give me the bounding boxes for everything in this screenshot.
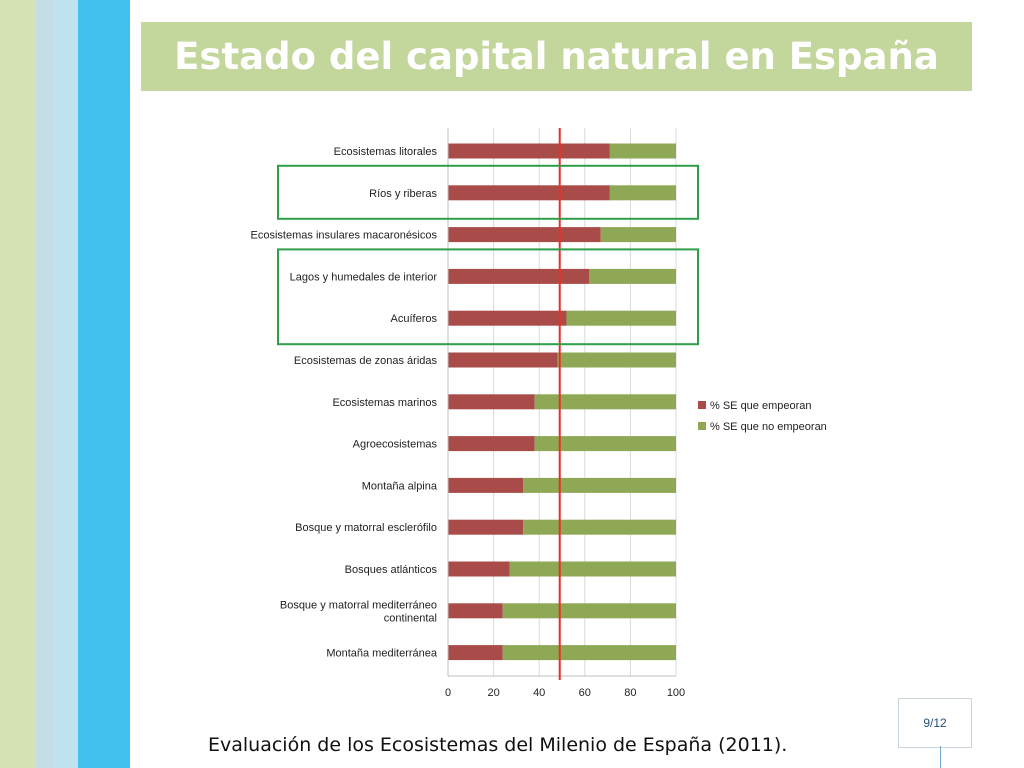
category-label-11: Bosque y matorral mediterráneo continenta… <box>280 599 437 624</box>
bar-no-empeoran-12 <box>502 645 676 661</box>
bar-empeoran-0 <box>448 143 610 159</box>
category-label-line: Montaña mediterránea <box>326 648 438 660</box>
bar-no-empeoran-1 <box>609 185 676 201</box>
category-label-line: Ecosistemas marinos <box>332 397 437 409</box>
category-label-9: Bosque y matorral esclerófilo <box>295 522 437 534</box>
x-tick-label-2: 40 <box>533 687 545 699</box>
source-caption: Evaluación de los Ecosistemas del Mileni… <box>208 734 788 756</box>
category-label-line: Bosque y matorral esclerófilo <box>295 522 437 534</box>
category-label-line: Agroecosistemas <box>353 439 438 451</box>
category-label-line: continental <box>384 612 437 624</box>
bar-no-empeoran-8 <box>523 477 676 493</box>
category-label-line: Bosque y matorral mediterráneo <box>280 599 437 611</box>
bar-empeoran-6 <box>448 394 535 410</box>
page-number-box: 9/12 <box>898 698 972 748</box>
bar-no-empeoran-5 <box>557 352 676 368</box>
x-tick-label-1: 20 <box>487 687 499 699</box>
bar-empeoran-11 <box>448 603 503 619</box>
bar-no-empeoran-2 <box>600 227 676 243</box>
category-label-line: Bosques atlánticos <box>345 564 438 576</box>
bar-empeoran-1 <box>448 185 610 201</box>
category-label-line: Ríos y riberas <box>369 188 437 200</box>
category-label-line: Acuíferos <box>391 313 438 325</box>
decor-stripe-2 <box>36 0 54 768</box>
bar-empeoran-8 <box>448 477 524 493</box>
title-bar: Estado del capital natural en España <box>141 22 972 91</box>
x-tick-label-0: 0 <box>445 687 451 699</box>
bar-empeoran-2 <box>448 227 601 243</box>
bar-no-empeoran-0 <box>609 143 676 159</box>
category-label-3: Lagos y humedales de interior <box>290 271 438 283</box>
legend-label-0: % SE que empeoran <box>710 400 812 412</box>
page-title: Estado del capital natural en España <box>174 35 939 78</box>
x-tick-label-3: 60 <box>579 687 591 699</box>
bar-no-empeoran-11 <box>502 603 676 619</box>
bar-empeoran-3 <box>448 268 590 284</box>
category-label-2: Ecosistemas insulares macaronésicos <box>251 230 438 242</box>
category-label-line: Ecosistemas litorales <box>334 146 438 158</box>
page-number: 9/12 <box>923 716 947 730</box>
legend-swatch-0 <box>698 401 706 409</box>
bar-empeoran-5 <box>448 352 558 368</box>
category-label-line: Montaña alpina <box>362 480 438 492</box>
bar-empeoran-4 <box>448 310 567 326</box>
category-label-6: Ecosistemas marinos <box>332 397 437 409</box>
page-number-connector <box>940 746 941 768</box>
bar-no-empeoran-3 <box>589 268 676 284</box>
category-label-line: Ecosistemas insulares macaronésicos <box>251 230 438 242</box>
category-label-4: Acuíferos <box>391 313 438 325</box>
bar-no-empeoran-7 <box>534 436 676 452</box>
decor-stripe-1 <box>0 0 36 768</box>
bar-empeoran-7 <box>448 436 535 452</box>
decor-stripe-3 <box>54 0 78 768</box>
bar-empeoran-10 <box>448 561 510 577</box>
bar-no-empeoran-6 <box>534 394 676 410</box>
category-label-5: Ecosistemas de zonas áridas <box>294 355 438 367</box>
x-tick-label-4: 80 <box>624 687 636 699</box>
bar-no-empeoran-9 <box>523 519 676 535</box>
bar-no-empeoran-4 <box>566 310 676 326</box>
bar-no-empeoran-10 <box>509 561 676 577</box>
legend-swatch-1 <box>698 422 706 430</box>
decor-stripe-4 <box>78 0 130 768</box>
category-label-line: Ecosistemas de zonas áridas <box>294 355 438 367</box>
category-label-8: Montaña alpina <box>362 480 438 492</box>
category-label-1: Ríos y riberas <box>369 188 437 200</box>
highlight-box-0 <box>277 164 699 220</box>
category-label-10: Bosques atlánticos <box>345 564 438 576</box>
x-tick-label-5: 100 <box>667 687 685 699</box>
category-label-line: Lagos y humedales de interior <box>290 271 438 283</box>
highlight-box-1 <box>277 248 699 346</box>
category-label-12: Montaña mediterránea <box>326 648 438 660</box>
category-label-0: Ecosistemas litorales <box>334 146 438 158</box>
bar-empeoran-12 <box>448 645 503 661</box>
category-label-7: Agroecosistemas <box>353 439 438 451</box>
bar-empeoran-9 <box>448 519 524 535</box>
legend-label-1: % SE que no empeoran <box>710 421 827 433</box>
